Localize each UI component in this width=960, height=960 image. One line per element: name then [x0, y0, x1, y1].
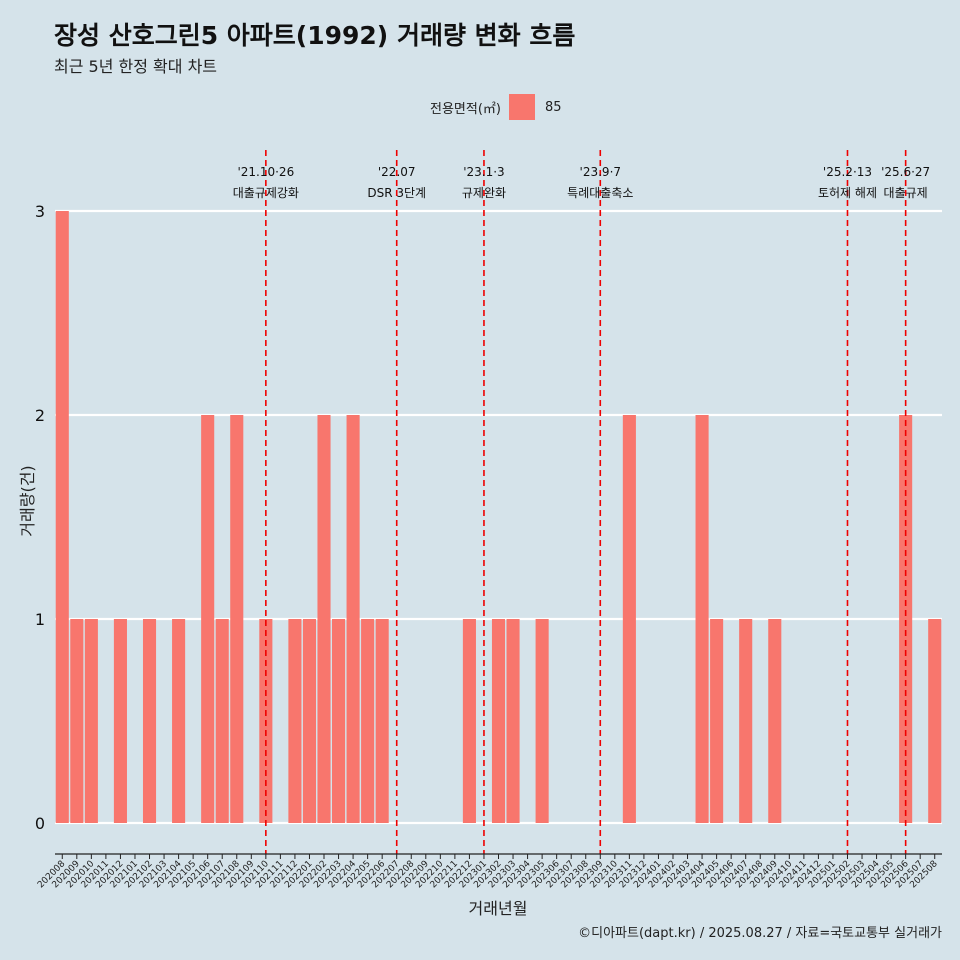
bar — [55, 211, 69, 823]
bar — [288, 619, 302, 823]
bar — [491, 619, 506, 823]
bar — [346, 415, 360, 823]
y-axis-label: 거래량(건) — [18, 465, 37, 536]
legend-title: 전용면적(㎡) — [430, 101, 501, 117]
source-caption: ©디아파트(dapt.kr) / 2025.08.27 / 자료=국토교통부 실… — [578, 926, 942, 941]
bar — [361, 619, 375, 823]
legend: 전용면적(㎡) 85 — [430, 94, 562, 120]
annotation-layer: '21.10·26 대출규제강화 '22.07 DSR 3단계 '23.1·3 규제완화 '… — [233, 150, 930, 854]
chart-subtitle: 최근 5년 한정 확대 차트 — [54, 57, 218, 76]
bar — [317, 415, 331, 823]
annotation-date: '25.6·27 — [881, 165, 930, 179]
bar — [928, 619, 942, 823]
annotation-date: '21.10·26 — [237, 165, 294, 179]
bar — [622, 415, 636, 823]
annotation-label: 대출규제강화 — [233, 186, 299, 200]
bar — [84, 619, 98, 823]
y-tick-label: 1 — [35, 610, 45, 629]
bar — [506, 619, 520, 823]
bar — [899, 415, 913, 823]
bar — [172, 619, 186, 823]
y-tick-label: 3 — [35, 202, 45, 221]
bar-layer — [55, 211, 942, 823]
y-tick-label: 2 — [35, 406, 45, 425]
bar — [201, 415, 215, 823]
bar — [230, 415, 244, 823]
annotation-date: '25.2·13 — [823, 165, 872, 179]
annotation-label: 특례대출축소 — [567, 186, 633, 200]
bar — [739, 619, 753, 823]
legend-swatch — [508, 94, 535, 120]
bar — [215, 619, 229, 823]
annotation-label: 대출규제 — [884, 186, 928, 200]
bar — [70, 619, 84, 823]
annotation-label: DSR 3단계 — [367, 186, 426, 200]
bar — [375, 619, 389, 823]
bar — [768, 619, 782, 823]
y-tick-label: 0 — [35, 814, 45, 833]
bar — [302, 619, 317, 823]
annotation-date: '22.07 — [378, 165, 416, 179]
annotation-label: 토허제 해제 — [818, 186, 877, 200]
annotation-date: '23.9·7 — [580, 165, 621, 179]
chart-title: 장성 산호그린5 아파트(1992) 거래량 변화 흐름 — [54, 21, 576, 50]
bar — [332, 619, 346, 823]
axis-layer: 0123202008202009202010202011202012202101… — [35, 202, 942, 890]
annotation-label: 규제완화 — [462, 186, 506, 200]
bar — [113, 619, 127, 823]
bar — [142, 619, 157, 823]
bar — [710, 619, 724, 823]
annotation-date: '23.1·3 — [463, 165, 504, 179]
x-axis-label: 거래년월 — [469, 899, 528, 918]
bar — [535, 619, 549, 823]
bar — [462, 619, 476, 823]
legend-item-label: 85 — [544, 99, 562, 115]
bar — [695, 415, 709, 823]
